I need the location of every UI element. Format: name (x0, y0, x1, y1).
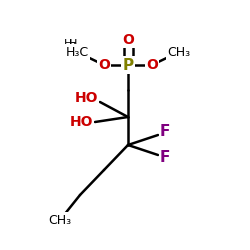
Text: H: H (68, 39, 77, 49)
Text: H₃: H₃ (64, 39, 77, 49)
Text: CH₃: CH₃ (168, 46, 190, 59)
Text: O: O (146, 58, 158, 72)
Text: HO: HO (74, 91, 98, 105)
Text: O: O (98, 58, 110, 72)
Text: F: F (160, 150, 170, 164)
Text: P: P (122, 58, 134, 72)
Text: HO: HO (70, 115, 93, 129)
Text: CH₃: CH₃ (48, 214, 72, 226)
Text: H₃C: H₃C (66, 46, 88, 59)
Text: O: O (122, 33, 134, 47)
Text: F: F (160, 124, 170, 140)
